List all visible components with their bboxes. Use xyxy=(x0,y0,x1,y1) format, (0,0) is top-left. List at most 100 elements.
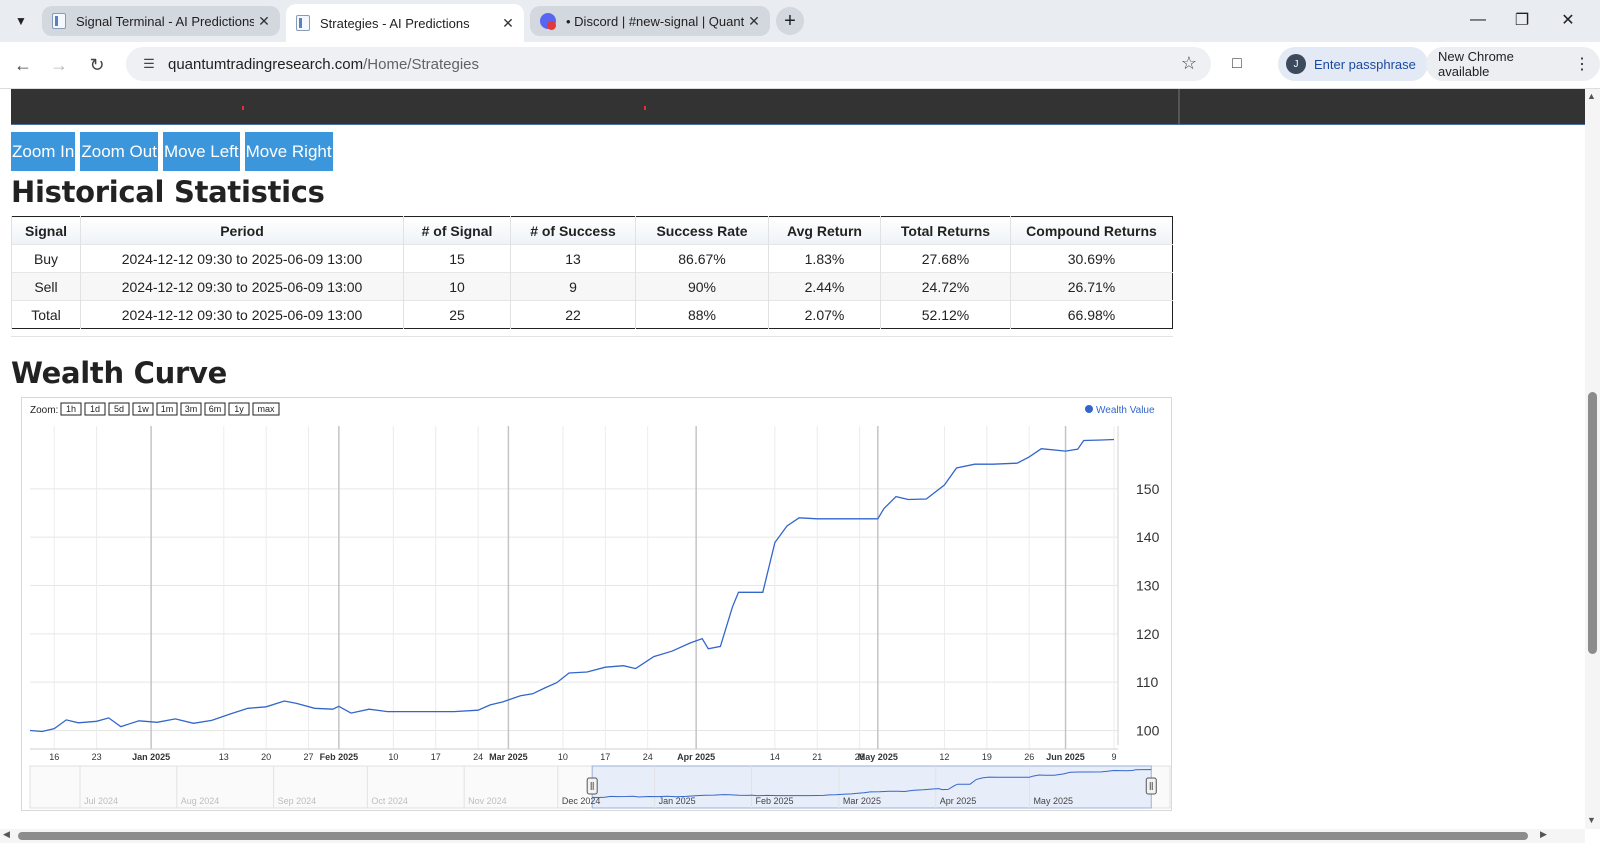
close-window-button[interactable]: ✕ xyxy=(1561,12,1575,29)
zoom-1y-button[interactable] xyxy=(228,402,250,416)
signal-marker xyxy=(242,106,244,110)
bookmark-star-icon[interactable]: ☆ xyxy=(1180,53,1197,73)
x-tick-label: Feb 2025 xyxy=(320,752,359,762)
zoom-option-label: 1d xyxy=(90,404,100,414)
browser-toolbar: ← → ↻ ☰ quantumtradingresearch.com/Home/… xyxy=(0,42,1600,89)
table-row: Total 2024-12-12 09:30 to 2025-06-09 13:… xyxy=(11,300,1173,329)
close-icon[interactable]: ✕ xyxy=(748,12,760,29)
x-tick-label: 26 xyxy=(1024,752,1034,762)
zoom-1w-button[interactable] xyxy=(132,402,154,416)
chart-divider xyxy=(1178,89,1180,124)
vertical-scroll-thumb[interactable] xyxy=(1588,392,1597,654)
status-bar xyxy=(0,843,1600,860)
move-left-button[interactable]: Move Left xyxy=(162,132,240,171)
cell-period: 2024-12-12 09:30 to 2025-06-09 13:00 xyxy=(80,272,404,301)
navigator-label: Dec 2024 xyxy=(562,796,601,806)
tab-signal-terminal[interactable]: Signal Terminal - AI Predictions ✕ xyxy=(42,6,280,36)
column-header: # of Success xyxy=(510,216,636,245)
scroll-down-arrow-icon[interactable]: ▼ xyxy=(1587,815,1596,825)
zoom-max-button[interactable] xyxy=(252,402,280,416)
series-line xyxy=(29,438,1115,733)
tab-strategies[interactable]: Strategies - AI Predictions ✕ xyxy=(286,4,524,42)
address-bar[interactable]: ☰ quantumtradingresearch.com/Home/Strate… xyxy=(126,47,1211,81)
navigator-label: Jul 2024 xyxy=(84,796,118,806)
zoom-1m-button[interactable] xyxy=(156,402,178,416)
scroll-up-arrow-icon[interactable]: ▲ xyxy=(1587,91,1596,101)
navigator-label: Apr 2025 xyxy=(940,796,977,806)
x-tick-label: 24 xyxy=(643,752,653,762)
tab-discord[interactable]: • Discord | #new-signal | Quantum ✕ xyxy=(530,6,770,36)
cell-compound-returns: 26.71% xyxy=(1010,272,1173,301)
y-tick-label: 140 xyxy=(1136,529,1160,545)
tab-title: Signal Terminal - AI Predictions xyxy=(76,13,254,29)
passphrase-label: Enter passphrase xyxy=(1314,56,1416,72)
navigator-series-line xyxy=(592,769,1152,799)
zoom-3m-button[interactable] xyxy=(180,402,202,416)
url-text[interactable]: quantumtradingresearch.com/Home/Strategi… xyxy=(168,56,479,73)
zoom-5d-button[interactable] xyxy=(108,402,130,416)
signal-marker xyxy=(644,106,646,110)
profile-passphrase-button[interactable]: J Enter passphrase xyxy=(1278,47,1428,81)
cell-signal-count: 15 xyxy=(403,244,511,273)
cell-success-count: 13 xyxy=(510,244,636,273)
legend-dot xyxy=(1085,405,1093,413)
navigator-left-handle[interactable] xyxy=(586,777,598,795)
forward-arrow-icon[interactable]: → xyxy=(50,54,68,75)
horizontal-scrollbar[interactable]: ◀ ▶ xyxy=(0,829,1585,843)
legend-label: Wealth Value xyxy=(1096,405,1155,416)
y-tick-label: 100 xyxy=(1136,723,1160,739)
zoom-in-button[interactable]: Zoom In xyxy=(11,132,76,171)
x-tick-label: 28 xyxy=(855,752,865,762)
more-menu-icon[interactable]: ⋮ xyxy=(1574,56,1590,73)
zoom-option-label: 1y xyxy=(234,404,244,414)
close-icon[interactable]: ✕ xyxy=(258,12,270,29)
chrome-update-button[interactable]: New Chrome available ⋮ xyxy=(1426,47,1600,81)
tab-search-button[interactable]: ▼ xyxy=(15,14,27,28)
y-tick-label: 130 xyxy=(1136,578,1160,594)
zoom-option-label: 1h xyxy=(66,404,76,414)
new-tab-button[interactable]: + xyxy=(776,7,804,35)
zoom-1h-button[interactable] xyxy=(60,402,82,416)
scroll-right-arrow-icon[interactable]: ▶ xyxy=(1540,829,1547,839)
column-header: Period xyxy=(80,216,404,245)
site-info-icon[interactable]: ☰ xyxy=(143,56,155,71)
table-header-row: Signal Period # of Signal # of Success S… xyxy=(11,216,1173,245)
back-arrow-icon[interactable]: ← xyxy=(14,54,32,75)
navigator-label: Nov 2024 xyxy=(468,796,507,806)
x-tick-label: 17 xyxy=(431,752,441,762)
x-tick-label: 17 xyxy=(600,752,610,762)
close-icon[interactable]: ✕ xyxy=(502,14,514,31)
horizontal-scroll-thumb[interactable] xyxy=(18,832,1528,840)
zoom-option-label: 1m xyxy=(161,404,174,414)
zoom-out-button[interactable]: Zoom Out xyxy=(80,132,158,171)
cell-success-count: 9 xyxy=(510,272,636,301)
zoom-label: Zoom: xyxy=(30,405,58,416)
x-tick-label: Mar 2025 xyxy=(489,752,528,762)
scroll-left-arrow-icon[interactable]: ◀ xyxy=(3,829,10,839)
cell-period: 2024-12-12 09:30 to 2025-06-09 13:00 xyxy=(80,300,404,329)
x-tick-label: 14 xyxy=(770,752,780,762)
cell-signal: Buy xyxy=(11,244,81,273)
zoom-option-label: 1w xyxy=(137,404,149,414)
navigator-label: Jan 2025 xyxy=(659,796,696,806)
column-header: Success Rate xyxy=(635,216,769,245)
navigator-right-handle[interactable] xyxy=(1145,777,1157,795)
chart-controls: Zoom In Zoom Out Move Left Move Right xyxy=(11,132,333,171)
zoom-option-label: 6m xyxy=(209,404,222,414)
zoom-1d-button[interactable] xyxy=(84,402,106,416)
x-tick-label: 19 xyxy=(982,752,992,762)
vertical-scrollbar[interactable]: ▲ ▼ xyxy=(1585,89,1600,829)
url-path: /Home/Strategies xyxy=(363,55,479,73)
column-header: Avg Return xyxy=(768,216,881,245)
x-tick-label: 12 xyxy=(939,752,949,762)
zoom-6m-button[interactable] xyxy=(204,402,226,416)
extensions-puzzle-icon[interactable]: □ xyxy=(1232,55,1242,72)
move-right-button[interactable]: Move Right xyxy=(244,132,333,171)
reload-icon[interactable]: ↻ xyxy=(89,54,105,75)
discord-icon xyxy=(540,13,556,30)
restore-button[interactable]: ❐ xyxy=(1514,12,1530,29)
minimize-button[interactable]: — xyxy=(1470,11,1486,28)
cell-avg-return: 1.83% xyxy=(768,244,881,273)
x-tick-label: 27 xyxy=(304,752,314,762)
x-tick-label: 9 xyxy=(1111,752,1116,762)
